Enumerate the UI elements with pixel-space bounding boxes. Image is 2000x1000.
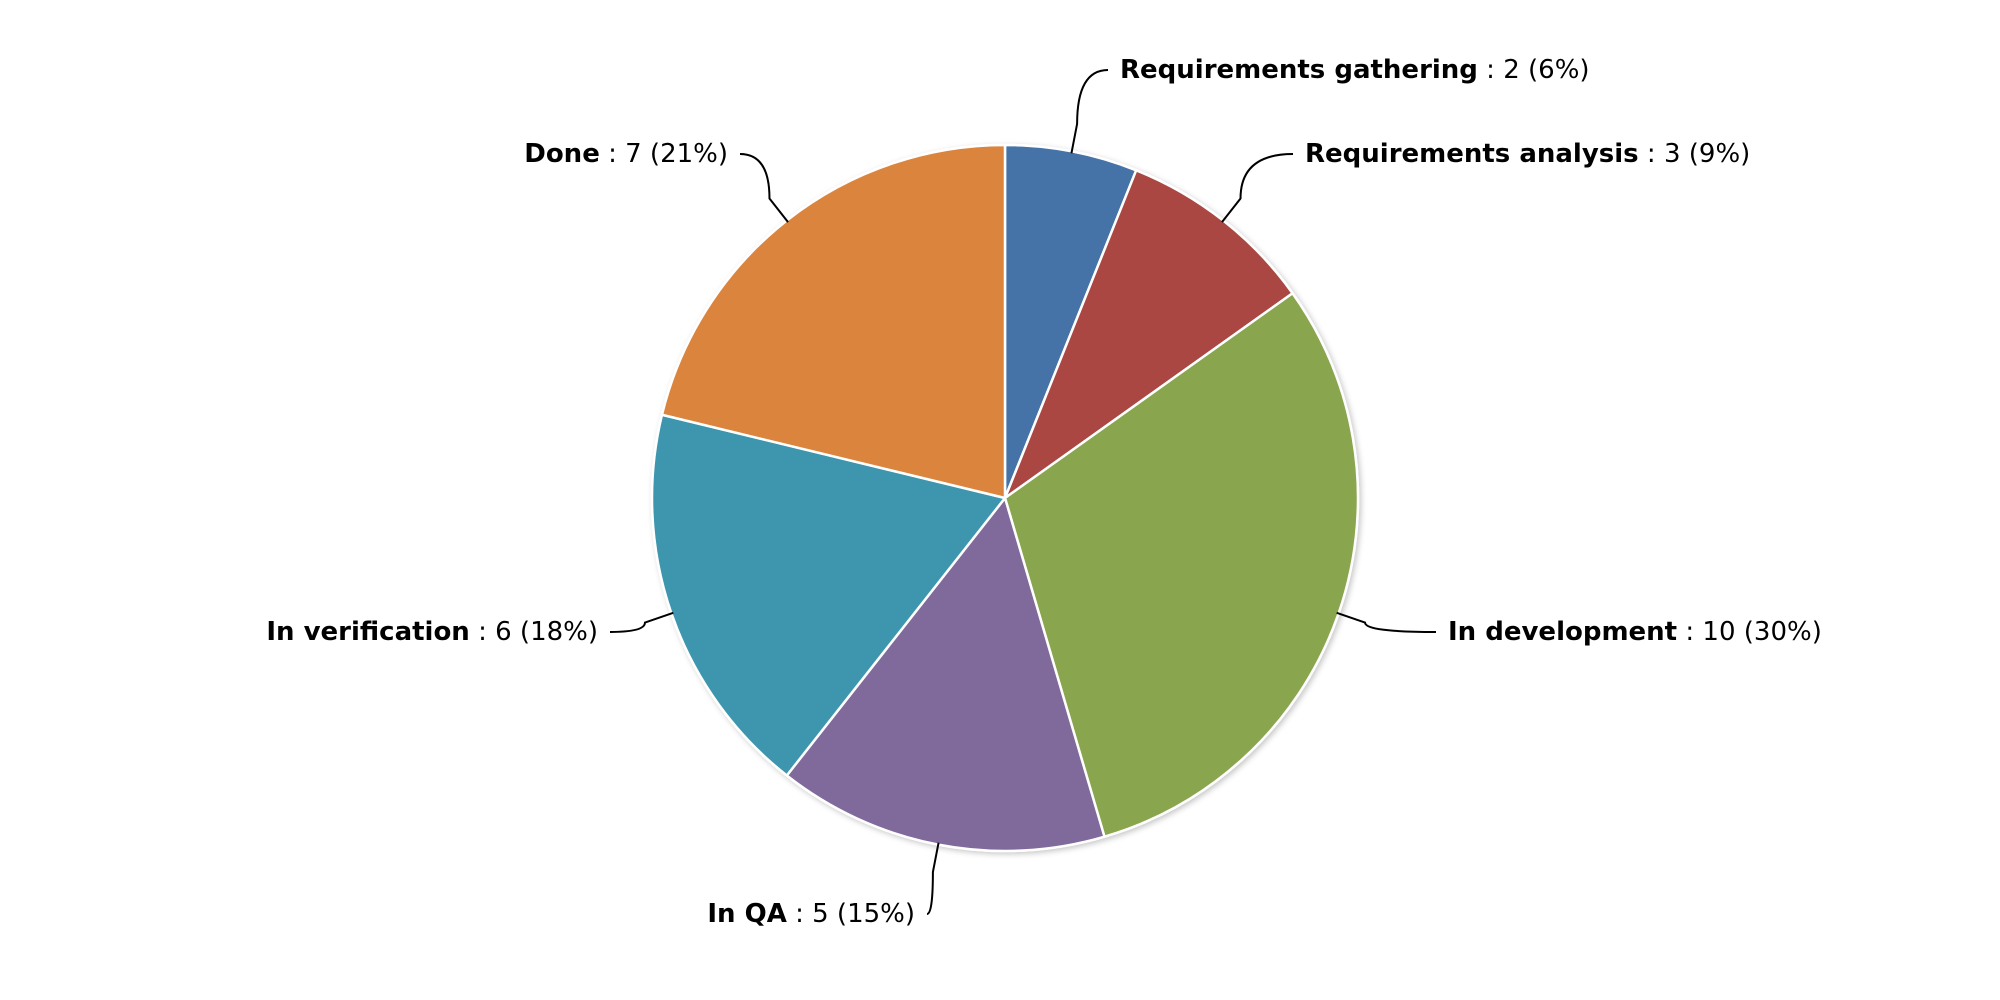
slice-label: In development : 10 (30%) <box>1448 617 1822 647</box>
label-connector <box>609 611 674 633</box>
slice-label-name: In QA <box>707 899 786 929</box>
slice-label-name: Done <box>524 139 600 169</box>
slice-label-name: In development <box>1448 617 1677 647</box>
label-connector <box>739 153 789 223</box>
slice-label-value: : 2 (6%) <box>1478 55 1590 85</box>
slice-label-name: In verification <box>266 617 470 647</box>
slice-label-name: Requirements gathering <box>1120 55 1478 85</box>
slice-label-value: : 6 (18%) <box>470 617 598 647</box>
label-connector <box>926 842 940 915</box>
slice-labels: Requirements gathering : 2 (6%)Requireme… <box>266 55 1822 929</box>
pie-slices <box>650 143 1360 853</box>
slice-label-value: : 3 (9%) <box>1639 139 1751 169</box>
label-connector <box>1336 611 1437 633</box>
slice-label: Done : 7 (21%) <box>524 139 728 169</box>
label-connector <box>1221 153 1294 223</box>
slice-label: In verification : 6 (18%) <box>266 617 598 647</box>
slice-label-value: : 7 (21%) <box>600 139 728 169</box>
slice-label-value: : 5 (15%) <box>787 899 915 929</box>
slice-label-name: Requirements analysis <box>1305 139 1639 169</box>
label-connector <box>1070 69 1109 154</box>
label-connectors <box>609 69 1437 915</box>
slice-label: Requirements analysis : 3 (9%) <box>1305 139 1750 169</box>
slice-label: Requirements gathering : 2 (6%) <box>1120 55 1590 85</box>
slice-label-value: : 10 (30%) <box>1677 617 1822 647</box>
slice-label: In QA : 5 (15%) <box>707 899 915 929</box>
